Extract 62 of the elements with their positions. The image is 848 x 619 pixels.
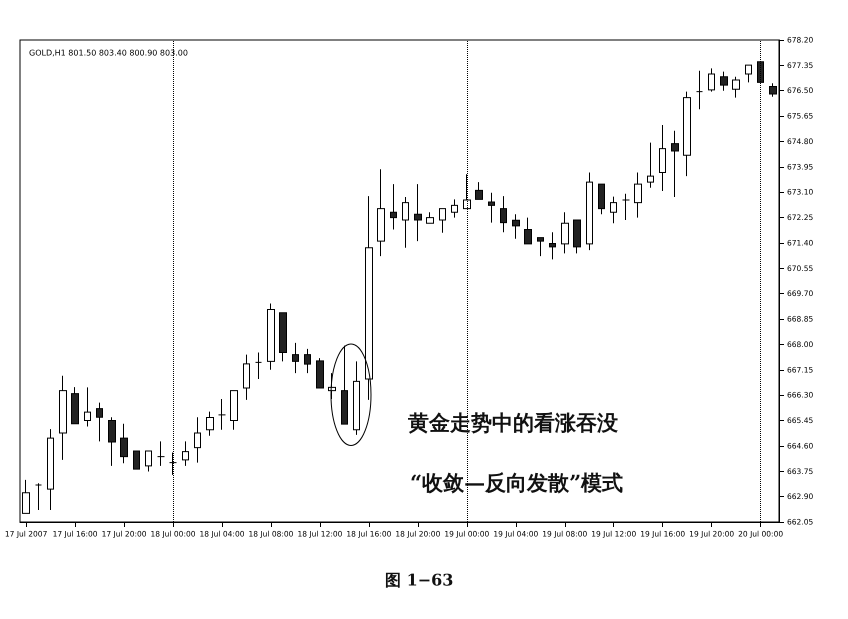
candlestick — [561, 212, 569, 254]
candlestick — [402, 196, 409, 248]
candlestick — [182, 440, 189, 466]
candlestick — [512, 214, 520, 240]
candlestick — [71, 386, 79, 424]
candlestick — [157, 440, 165, 466]
candlestick — [108, 416, 116, 466]
candlestick — [206, 411, 214, 436]
candlestick — [59, 375, 67, 460]
candlestick — [341, 345, 348, 425]
candlestick — [647, 142, 654, 188]
candlestick — [732, 76, 740, 98]
candlestick — [414, 184, 422, 242]
candlestick — [218, 398, 226, 430]
candlestick — [230, 390, 238, 430]
candlestick — [708, 68, 715, 92]
candlestick — [22, 479, 30, 514]
candlestick — [243, 354, 250, 400]
candlestick — [586, 172, 593, 251]
candlestick — [353, 360, 360, 436]
candlestick — [488, 192, 495, 224]
candlestick — [659, 124, 666, 192]
candlestick — [549, 232, 556, 260]
candlestick — [279, 312, 287, 362]
candlestick — [316, 358, 324, 388]
candlestick — [610, 196, 617, 224]
candlestick — [35, 482, 42, 511]
text: GOLD,H1 801.50 803.40 800.90 803.00 — [29, 48, 188, 58]
candlestick — [426, 212, 434, 224]
candlestick — [696, 70, 703, 110]
candlestick — [683, 91, 691, 177]
candlestick — [390, 184, 397, 230]
candlestick — [377, 168, 385, 257]
annotation: “收敛—反向发散”模式 — [410, 470, 624, 495]
candlestick — [84, 386, 91, 427]
candlestick — [745, 64, 752, 83]
candlestick — [145, 450, 152, 472]
candlestick — [500, 196, 507, 233]
candlestick — [451, 198, 458, 218]
caption: 图 1−63 — [385, 570, 454, 590]
candlestick — [524, 217, 532, 244]
candlestick — [439, 208, 446, 234]
candlestick — [598, 184, 605, 215]
candlestick — [292, 342, 299, 374]
candlestick — [267, 303, 275, 370]
candlestick — [96, 402, 103, 442]
candlestick — [120, 423, 128, 464]
candlestick — [255, 352, 262, 380]
candlestick — [769, 82, 777, 98]
candlestick — [47, 428, 54, 511]
candlestick — [720, 71, 728, 92]
candlestick — [622, 193, 630, 220]
candlestick — [671, 130, 679, 198]
candlestick — [573, 219, 581, 254]
candlestick — [475, 182, 483, 200]
candlestick — [634, 172, 642, 218]
candlestick — [365, 196, 373, 400]
candlestick — [304, 348, 311, 374]
annotation: 黄金走势中的看涨吞没 — [407, 410, 618, 435]
candlestick — [133, 450, 140, 470]
candlestick — [537, 237, 544, 257]
candlestick — [194, 416, 201, 464]
